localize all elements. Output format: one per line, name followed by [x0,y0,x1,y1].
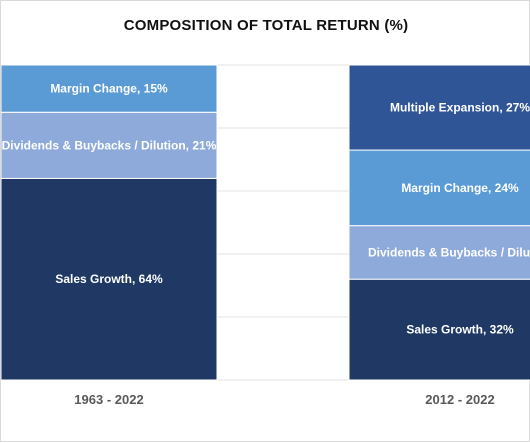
data-label: Margin Change, 24% [401,181,519,195]
bar-segment-dividends-buybacks-dilution [348,225,530,280]
bar-segment-margin-change [1,64,218,113]
data-label: Sales Growth, 64% [55,272,163,286]
data-label: Margin Change, 15% [50,82,168,96]
x-tick-label: 2012 - 2022 [425,392,494,407]
bar-segment-multiple-expansion [348,64,530,151]
bar-segment-sales-growth [348,278,530,381]
data-label: Multiple Expansion, 27% [390,101,530,115]
chart-title: COMPOSITION OF TOTAL RETURN (%) [123,17,409,34]
data-labels: Sales Growth, 64% Dividends & Buybacks / … [2,82,530,337]
bar-segment-margin-change [348,149,530,227]
data-label: Dividends & Buybacks / Dilution [368,245,530,259]
bars [1,64,530,381]
x-tick-label: 1963 - 2022 [74,392,143,407]
x-tick-labels: 1963 - 2022 2012 - 2022 [74,392,494,407]
data-label: Dividends & Buybacks / Dilution, 21% [2,138,217,152]
bar-segment-dividends-buybacks-dilution [1,111,218,179]
data-label: Sales Growth, 32% [406,323,514,337]
